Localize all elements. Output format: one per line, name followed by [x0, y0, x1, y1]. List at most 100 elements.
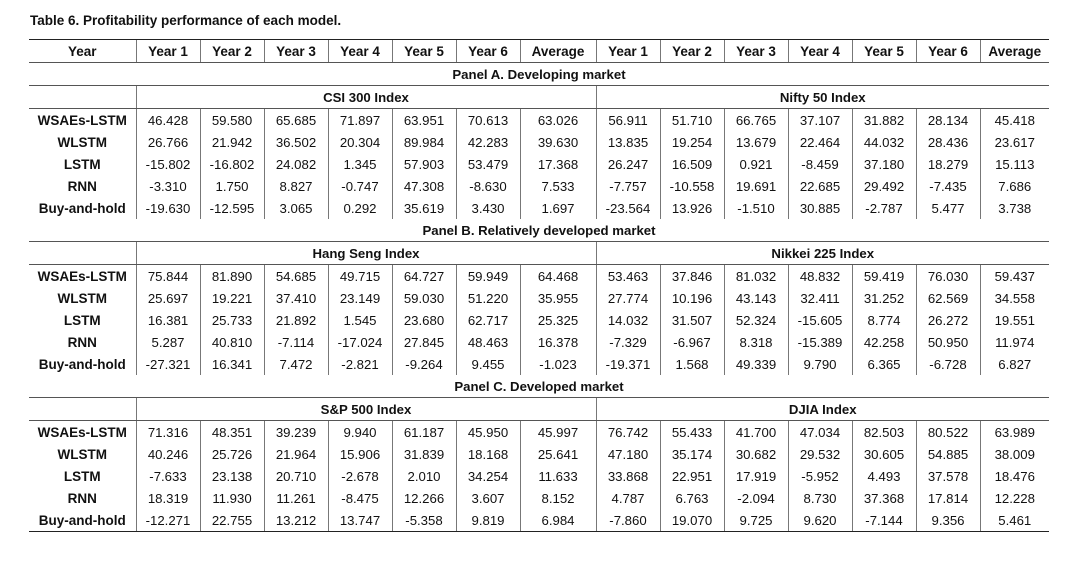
table-row: Buy-and-hold -27.321 16.341 7.472 -2.821 -9.2…: [29, 353, 1049, 375]
value-cell: 45.418: [979, 108, 1049, 131]
column-header: Average: [519, 39, 596, 63]
value-cell: 65.685: [263, 108, 328, 131]
value-cell: 5.477: [915, 197, 980, 219]
value-cell: 31.507: [659, 309, 724, 331]
value-cell: 7.686: [979, 175, 1049, 197]
column-header: Year 6: [455, 39, 520, 63]
value-cell: 1.545: [327, 309, 392, 331]
value-cell: 4.493: [851, 465, 916, 487]
value-cell: 76.030: [915, 264, 980, 287]
value-cell: 41.700: [723, 420, 788, 443]
value-cell: 6.365: [851, 353, 916, 375]
value-cell: 59.580: [199, 108, 264, 131]
value-cell: 45.950: [455, 420, 520, 443]
value-cell: 52.324: [723, 309, 788, 331]
model-name: RNN: [67, 178, 97, 194]
value-cell: 2.010: [391, 465, 456, 487]
value-cell: -27.321: [135, 353, 200, 375]
table-row: WSAEs-LSTM 46.428 59.580 65.685 71.897 63.951…: [29, 108, 1049, 131]
value-cell: -16.802: [199, 153, 264, 175]
model-name: LSTM: [63, 156, 101, 172]
value-cell: 10.196: [659, 287, 724, 309]
index-row-blank: [29, 241, 136, 265]
model-name: RNN: [67, 334, 97, 350]
panel-title-row: Panel C. Developed market: [29, 375, 1049, 398]
value-cell: 25.325: [519, 309, 596, 331]
value-cell: 48.463: [455, 331, 520, 353]
value-cell: 64.468: [519, 264, 596, 287]
value-cell: 31.252: [851, 287, 916, 309]
value-cell: 44.032: [851, 131, 916, 153]
value-cell: 4.787: [595, 487, 660, 509]
value-cell: -7.633: [135, 465, 200, 487]
value-cell: 40.246: [135, 443, 200, 465]
value-cell: 35.174: [659, 443, 724, 465]
value-cell: -12.271: [135, 509, 200, 532]
value-cell: 15.906: [327, 443, 392, 465]
value-cell: 49.715: [327, 264, 392, 287]
column-header: Year 4: [327, 39, 392, 63]
model-name: WSAEs-LSTM: [37, 112, 127, 128]
column-header: Year 5: [391, 39, 456, 63]
panel-title-row: Panel B. Relatively developed market: [29, 219, 1049, 242]
model-name: RNN: [67, 490, 97, 506]
value-cell: -5.952: [787, 465, 852, 487]
value-cell: 29.492: [851, 175, 916, 197]
column-header: Year 5: [851, 39, 916, 63]
value-cell: 19.254: [659, 131, 724, 153]
value-cell: -8.475: [327, 487, 392, 509]
value-cell: 6.827: [979, 353, 1049, 375]
model-name: WLSTM: [57, 134, 108, 150]
value-cell: 21.942: [199, 131, 264, 153]
value-cell: -9.264: [391, 353, 456, 375]
value-cell: 71.316: [135, 420, 200, 443]
value-cell: 81.890: [199, 264, 264, 287]
value-cell: 8.318: [723, 331, 788, 353]
value-cell: 16.378: [519, 331, 596, 353]
table-caption: Table 6. Profitability performance of ea…: [30, 13, 342, 28]
value-cell: 23.149: [327, 287, 392, 309]
value-cell: 22.951: [659, 465, 724, 487]
value-cell: 76.742: [595, 420, 660, 443]
value-cell: 81.032: [723, 264, 788, 287]
value-cell: 42.258: [851, 331, 916, 353]
value-cell: 35.619: [391, 197, 456, 219]
value-cell: -6.728: [915, 353, 980, 375]
value-cell: 37.180: [851, 153, 916, 175]
column-header: Year 3: [723, 39, 788, 63]
value-cell: 20.710: [263, 465, 328, 487]
table-row: WLSTM 25.697 19.221 37.410 23.149 59.030 51.22…: [29, 287, 1049, 309]
value-cell: 3.065: [263, 197, 328, 219]
value-cell: -5.358: [391, 509, 456, 532]
value-cell: -7.144: [851, 509, 916, 532]
value-cell: 23.680: [391, 309, 456, 331]
value-cell: 37.846: [659, 264, 724, 287]
table-row: RNN 5.287 40.810 -7.114 -17.024 27.845 48.463 1…: [29, 331, 1049, 353]
value-cell: -19.630: [135, 197, 200, 219]
value-cell: 8.730: [787, 487, 852, 509]
value-cell: 16.381: [135, 309, 200, 331]
value-cell: 29.532: [787, 443, 852, 465]
value-cell: -7.757: [595, 175, 660, 197]
value-cell: 33.868: [595, 465, 660, 487]
column-header: Year 2: [659, 39, 724, 63]
left-index-name: S&P 500 Index: [135, 397, 596, 421]
value-cell: 1.697: [519, 197, 596, 219]
table-row: WLSTM 26.766 21.942 36.502 20.304 89.984 42.28…: [29, 131, 1049, 153]
left-index-name: CSI 300 Index: [135, 85, 596, 109]
index-row: Hang Seng Index Nikkei 225 Index: [29, 241, 1049, 265]
panel-title-row: Panel A. Developing market: [29, 62, 1049, 86]
value-cell: 54.685: [263, 264, 328, 287]
value-cell: 40.810: [199, 331, 264, 353]
value-cell: -2.678: [327, 465, 392, 487]
value-cell: 31.882: [851, 108, 916, 131]
left-index-name: Hang Seng Index: [135, 241, 596, 265]
value-cell: 0.292: [327, 197, 392, 219]
value-cell: -3.310: [135, 175, 200, 197]
value-cell: 3.607: [455, 487, 520, 509]
value-cell: 47.180: [595, 443, 660, 465]
table-row: WLSTM 40.246 25.726 21.964 15.906 31.839 18.16…: [29, 443, 1049, 465]
value-cell: -8.459: [787, 153, 852, 175]
value-cell: 28.436: [915, 131, 980, 153]
value-cell: 53.479: [455, 153, 520, 175]
